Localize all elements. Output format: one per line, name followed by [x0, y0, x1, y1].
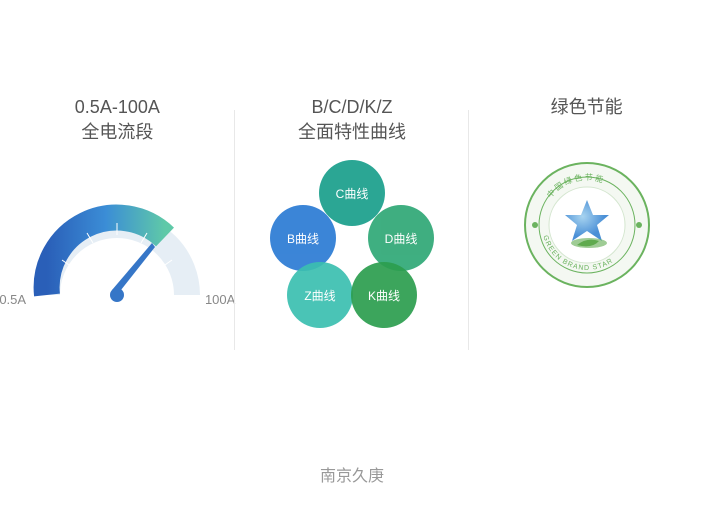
petal-Z曲线: Z曲线: [287, 262, 353, 328]
flower-section: B/C/D/K/Z 全面特性曲线 C曲线B曲线D曲线Z曲线K曲线: [235, 95, 470, 340]
eco-title: 绿色节能: [551, 95, 623, 120]
divider-2: [468, 110, 469, 350]
gauge-title-line2: 全电流段: [75, 120, 160, 145]
gauge-title-line1: 0.5A-100A: [75, 95, 160, 120]
gauge-svg: [17, 175, 217, 315]
flower-title-line2: 全面特性曲线: [298, 120, 406, 145]
watermark-text: 南京久庚: [320, 462, 384, 486]
flower-chart: C曲线B曲线D曲线Z曲线K曲线: [262, 160, 442, 340]
petal-B曲线: B曲线: [270, 205, 336, 271]
gauge-max-label: 100A: [205, 292, 235, 307]
gauge-min-label: 0.5A: [0, 292, 26, 307]
petal-K曲线: K曲线: [351, 262, 417, 328]
gauge-section: 0.5A-100A 全电流段: [0, 95, 235, 340]
eco-badge: 中国绿色节能 GREEN BRAND STAR: [517, 155, 657, 295]
gauge-title: 0.5A-100A 全电流段: [75, 95, 160, 145]
flower-title-line1: B/C/D/K/Z: [298, 95, 406, 120]
divider-1: [234, 110, 235, 350]
flower-title: B/C/D/K/Z 全面特性曲线: [298, 95, 406, 145]
eco-section: 绿色节能 中国绿色节能 GREEN BRAND ST: [469, 95, 704, 340]
gauge-chart: 0.5A 100A: [17, 175, 217, 315]
eco-badge-svg: 中国绿色节能 GREEN BRAND STAR: [517, 155, 657, 295]
